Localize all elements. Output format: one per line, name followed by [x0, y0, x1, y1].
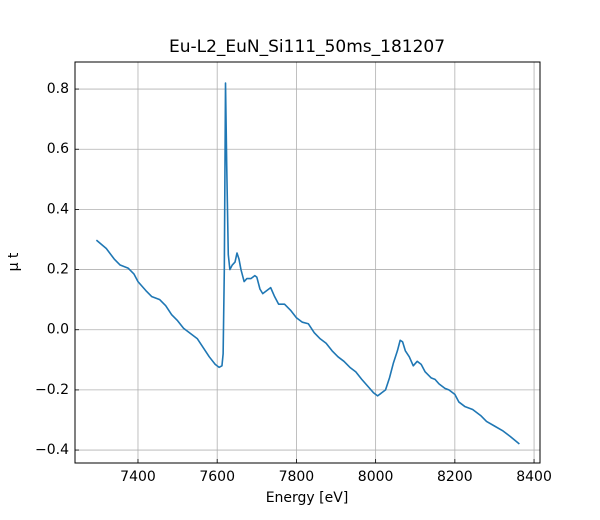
y-tick-label: 0.8 [47, 81, 69, 97]
y-tick-label: −0.4 [35, 442, 69, 458]
x-tick-label: 8200 [437, 469, 473, 485]
y-tick-label: 0.6 [47, 141, 69, 157]
x-tick-label: 7400 [120, 469, 156, 485]
x-axis-label: Energy [eV] [266, 490, 349, 506]
y-tick-label: −0.2 [35, 382, 69, 398]
y-tick-label: 0.2 [47, 262, 69, 278]
y-tick-label: 0.4 [47, 201, 69, 217]
plot-frame [74, 61, 541, 464]
y-axis-label: μ t [6, 252, 22, 271]
x-tick-label: 8000 [358, 469, 394, 485]
x-tick-label: 7800 [279, 469, 315, 485]
x-tick-label: 8400 [516, 469, 552, 485]
y-tick-label: 0.0 [47, 322, 69, 338]
chart-title: Eu-L2_EuN_Si111_50ms_181207 [169, 37, 445, 57]
x-tick-label: 7600 [199, 469, 235, 485]
data-line [95, 82, 520, 445]
